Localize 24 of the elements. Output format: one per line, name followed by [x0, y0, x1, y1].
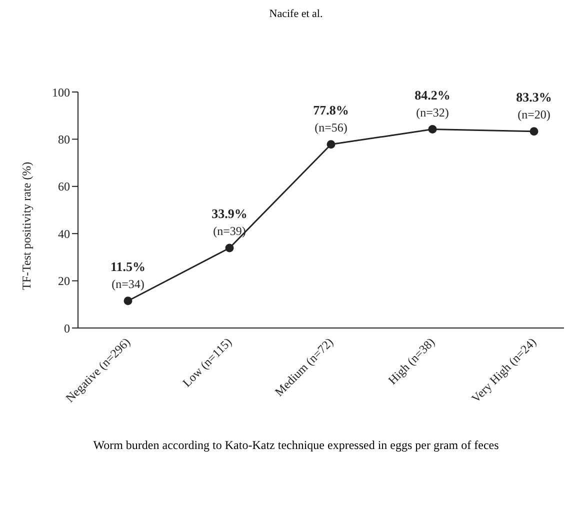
- annotation: (n=32): [416, 105, 449, 120]
- point: [428, 125, 437, 134]
- data-label: 77.8%: [313, 102, 349, 118]
- y-tick-label: 80: [58, 132, 70, 146]
- y-tick-label: 40: [58, 226, 70, 241]
- annotation: (n=56): [314, 120, 348, 134]
- x-axis-title: Worm burden according to Kato-Katz technique expressed in eggs per gram of feces: [92, 438, 500, 453]
- y-axis-title: TF-Test positivity rate (%): [19, 162, 34, 290]
- y-tick-label: 60: [58, 180, 70, 194]
- point: [225, 244, 234, 252]
- annotation: (n=34): [112, 276, 144, 291]
- data-label: 11.5%: [110, 258, 146, 274]
- annotation: (n=20): [518, 107, 550, 122]
- annotation: (n=39): [213, 224, 246, 238]
- y-tick-label: 20: [58, 274, 70, 288]
- y-tick-label: 0: [64, 321, 70, 336]
- data-label: 83.3%: [516, 89, 552, 104]
- data-label: 84.2%: [414, 87, 450, 102]
- point: [124, 296, 132, 306]
- point: [326, 140, 336, 149]
- data-label: 33.9%: [212, 206, 248, 221]
- y-tick-label: 100: [52, 85, 70, 100]
- point: [530, 127, 538, 136]
- chart-title: Nacife et al.: [268, 8, 324, 22]
